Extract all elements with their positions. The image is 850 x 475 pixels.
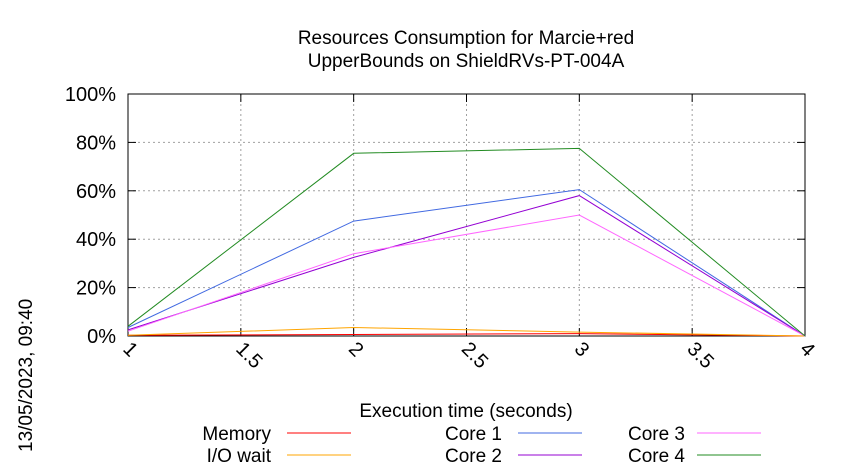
chart-title-line-1: Resources Consumption for Marcie+red <box>298 28 634 49</box>
x-tick-label: 1.5 <box>231 338 266 373</box>
legend-label: Core 2 <box>445 446 502 467</box>
y-tick-label: 20% <box>76 278 116 300</box>
series-line-i-o-wait <box>127 326 806 337</box>
y-tick-label: 60% <box>76 181 116 203</box>
timestamp: 13/05/2023, 09:40 <box>16 299 37 452</box>
x-tick-label: 4 <box>795 338 818 361</box>
y-tick-label: 80% <box>76 132 116 154</box>
series-lines <box>127 147 806 337</box>
series-line-memory <box>127 333 806 337</box>
legend-label: Core 1 <box>445 424 502 445</box>
x-tick-label: 3.5 <box>683 338 718 373</box>
y-tick-label: 40% <box>76 229 116 251</box>
legend-label: Memory <box>202 424 271 445</box>
legend-label: Core 4 <box>628 446 685 467</box>
y-tick-label: 100% <box>65 84 116 106</box>
x-tick-label: 2.5 <box>457 338 492 373</box>
series-line-core-3 <box>127 214 806 337</box>
y-tick-label: 0% <box>87 326 116 348</box>
series-line-core-1 <box>127 189 806 337</box>
x-tick-label: 1 <box>118 338 141 361</box>
tick-marks <box>127 93 806 337</box>
y-axis-ticks: 0% 20% 40% 60% 80% 100% <box>65 84 116 348</box>
series-line-core-2 <box>127 195 806 337</box>
chart-title-line-2: UpperBounds on ShieldRVs-PT-004A <box>308 51 625 72</box>
x-axis-ticks: 1 1.5 2 2.5 3 3.5 4 <box>118 338 818 373</box>
x-axis-label: Execution time (seconds) <box>359 401 572 422</box>
series-line-core-4 <box>127 147 806 337</box>
grid <box>128 94 805 336</box>
legend-label: Core 3 <box>628 424 685 445</box>
x-tick-label: 3 <box>570 338 593 361</box>
legend-label: I/O wait <box>207 446 272 467</box>
x-tick-label: 2 <box>344 338 367 361</box>
